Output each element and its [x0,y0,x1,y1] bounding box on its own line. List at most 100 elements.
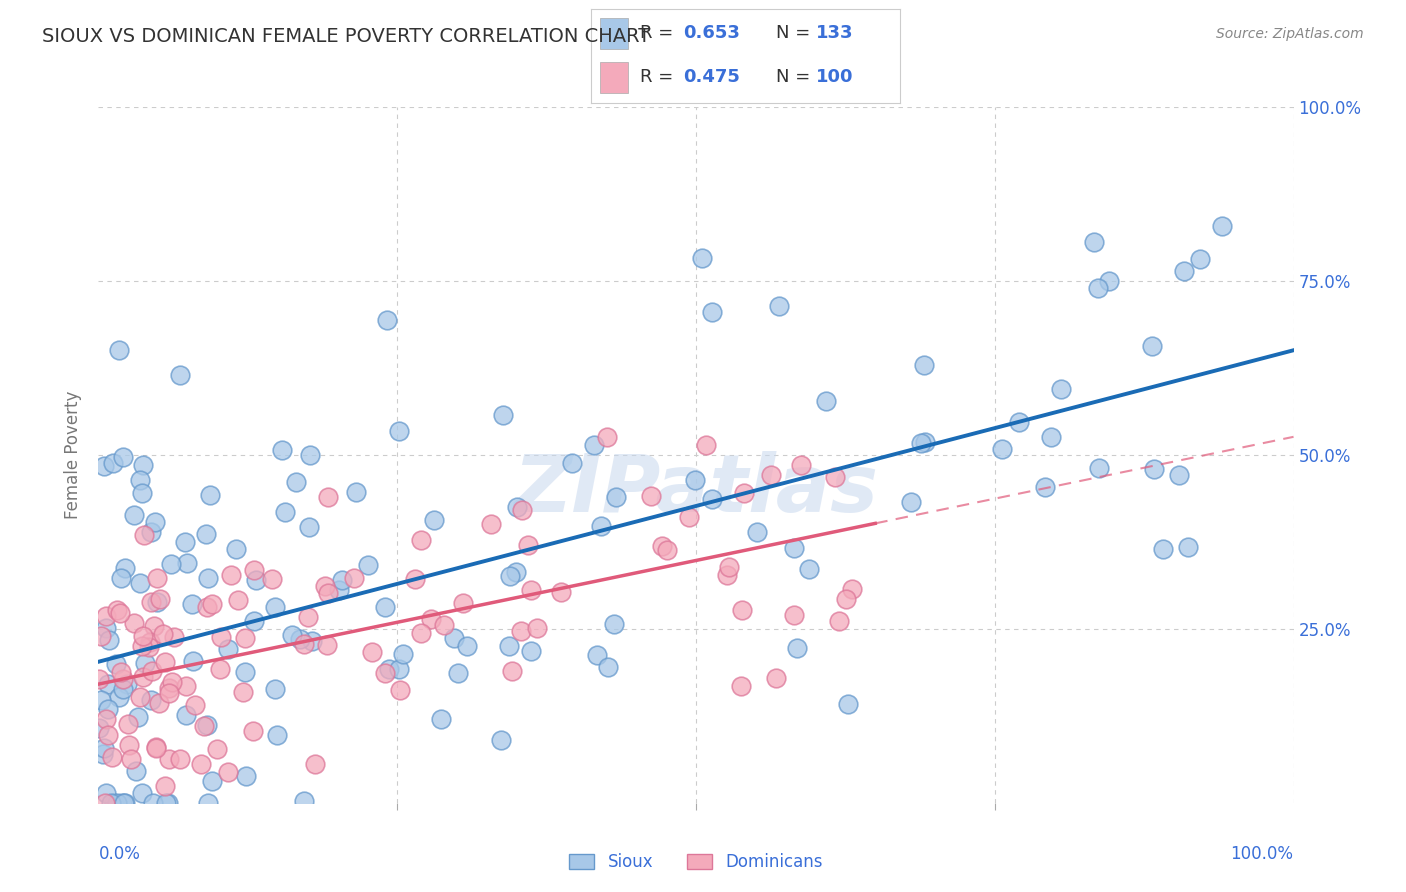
Point [145,740,167,755]
Point [162,675,184,690]
Point [730,603,752,617]
Point [912,359,935,373]
Point [120,752,142,766]
Text: R =: R = [640,24,679,42]
Point [94,712,117,726]
Text: N =: N = [776,24,815,42]
Point [153,655,176,669]
Point [146,595,169,609]
Point [374,666,396,681]
Point [1152,541,1174,556]
Point [301,633,323,648]
Point [700,305,723,319]
Text: Source: ZipAtlas.com: Source: ZipAtlas.com [1216,27,1364,41]
Point [841,582,863,597]
Point [1033,480,1056,494]
Point [582,438,605,452]
Point [159,686,181,700]
Point [111,682,134,697]
Point [110,665,132,679]
Point [479,517,502,532]
Point [219,568,242,582]
Point [94,796,117,810]
Point [1143,462,1166,476]
Point [94,609,117,624]
Point [1039,430,1062,444]
Point [388,662,411,676]
Point [138,640,160,655]
Point [195,599,218,614]
Point [181,597,204,611]
Point [730,679,752,693]
Text: 100.0%: 100.0% [1230,845,1294,863]
Point [605,490,627,504]
Point [298,448,321,462]
Point [498,639,520,653]
Point [678,510,700,524]
Point [129,690,152,704]
Point [447,665,470,680]
Point [316,586,339,600]
Point [328,583,350,598]
Point [409,626,432,640]
Point [716,567,738,582]
Point [264,681,287,696]
Point [117,717,139,731]
Point [243,563,266,577]
Point [131,786,153,800]
Point [356,558,378,572]
Point [174,707,197,722]
Point [87,721,110,735]
Point [683,473,706,487]
Point [828,614,851,628]
Point [991,442,1014,456]
Point [128,473,150,487]
Point [142,619,165,633]
Point [914,434,936,449]
Point [163,630,186,644]
Point [96,786,118,800]
Point [499,568,522,582]
Point [374,600,396,615]
Point [145,740,167,755]
Point [149,591,172,606]
Point [392,647,415,661]
Bar [600,18,627,49]
Point [281,628,304,642]
Point [1211,219,1233,233]
Point [114,561,136,575]
Point [93,458,115,473]
Point [217,642,239,657]
Point [422,513,444,527]
Point [765,671,787,685]
Point [520,644,543,658]
Point [1168,468,1191,483]
Point [510,502,533,516]
Point [786,641,808,656]
Point [131,670,153,684]
Point [388,424,411,438]
Point [208,662,231,676]
Point [174,679,197,693]
Point [125,764,148,779]
Point [1140,339,1163,353]
Point [97,727,120,741]
Point [93,740,115,755]
Point [141,664,163,678]
Point [266,729,288,743]
Point [797,562,820,576]
Point [148,696,170,710]
Point [160,557,183,571]
Point [589,519,612,533]
Point [1177,541,1199,555]
Point [747,524,769,539]
Point [111,796,134,810]
Point [209,631,232,645]
Point [453,596,475,610]
Point [603,617,626,632]
Point [700,492,723,507]
Point [262,572,284,586]
Point [134,528,156,542]
Point [404,572,426,586]
Point [361,645,384,659]
